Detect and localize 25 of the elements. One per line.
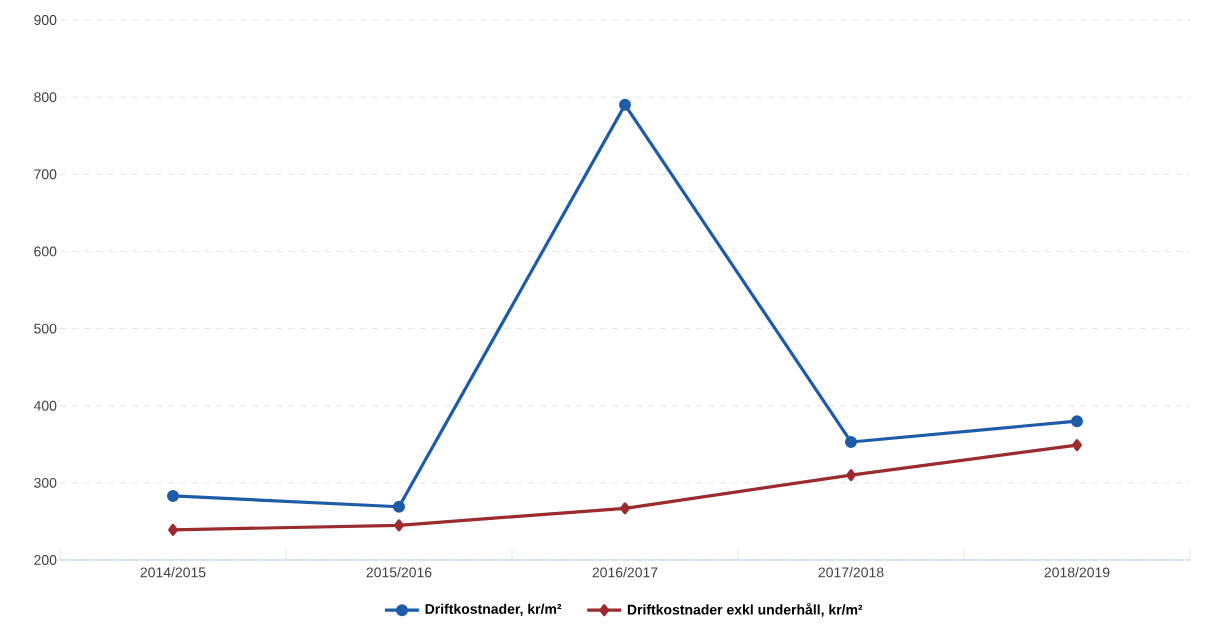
point — [845, 435, 857, 448]
x-tick-label: 2016/2017 — [592, 567, 658, 578]
y-tick-label: 900 — [34, 15, 57, 25]
x-tick-label: 2014/2015 — [140, 567, 206, 578]
point — [1071, 415, 1083, 428]
x-tick-label: 2017/2018 — [818, 567, 884, 578]
point — [393, 500, 405, 513]
y-tick-label: 800 — [34, 92, 57, 103]
y-tick-label: 600 — [34, 246, 57, 257]
point — [168, 523, 178, 536]
x-tick-label: 2018/2019 — [1044, 567, 1110, 578]
legend-label: Driftkostnader exkl underhåll, kr/m² — [627, 602, 863, 617]
point — [167, 489, 179, 502]
point — [1072, 439, 1082, 452]
point — [846, 469, 856, 482]
y-tick-label: 200 — [34, 555, 57, 565]
y-tick-label: 300 — [34, 477, 57, 488]
y-tick-label: 400 — [33, 400, 57, 411]
legend-label: Driftkostnader, kr/m² — [425, 603, 562, 616]
point — [619, 98, 631, 111]
y-tick-label: 500 — [34, 323, 57, 334]
point — [394, 519, 404, 532]
point — [620, 502, 630, 515]
x-tick-label: 2015/2016 — [366, 567, 432, 578]
y-tick-label: 700 — [34, 169, 57, 180]
